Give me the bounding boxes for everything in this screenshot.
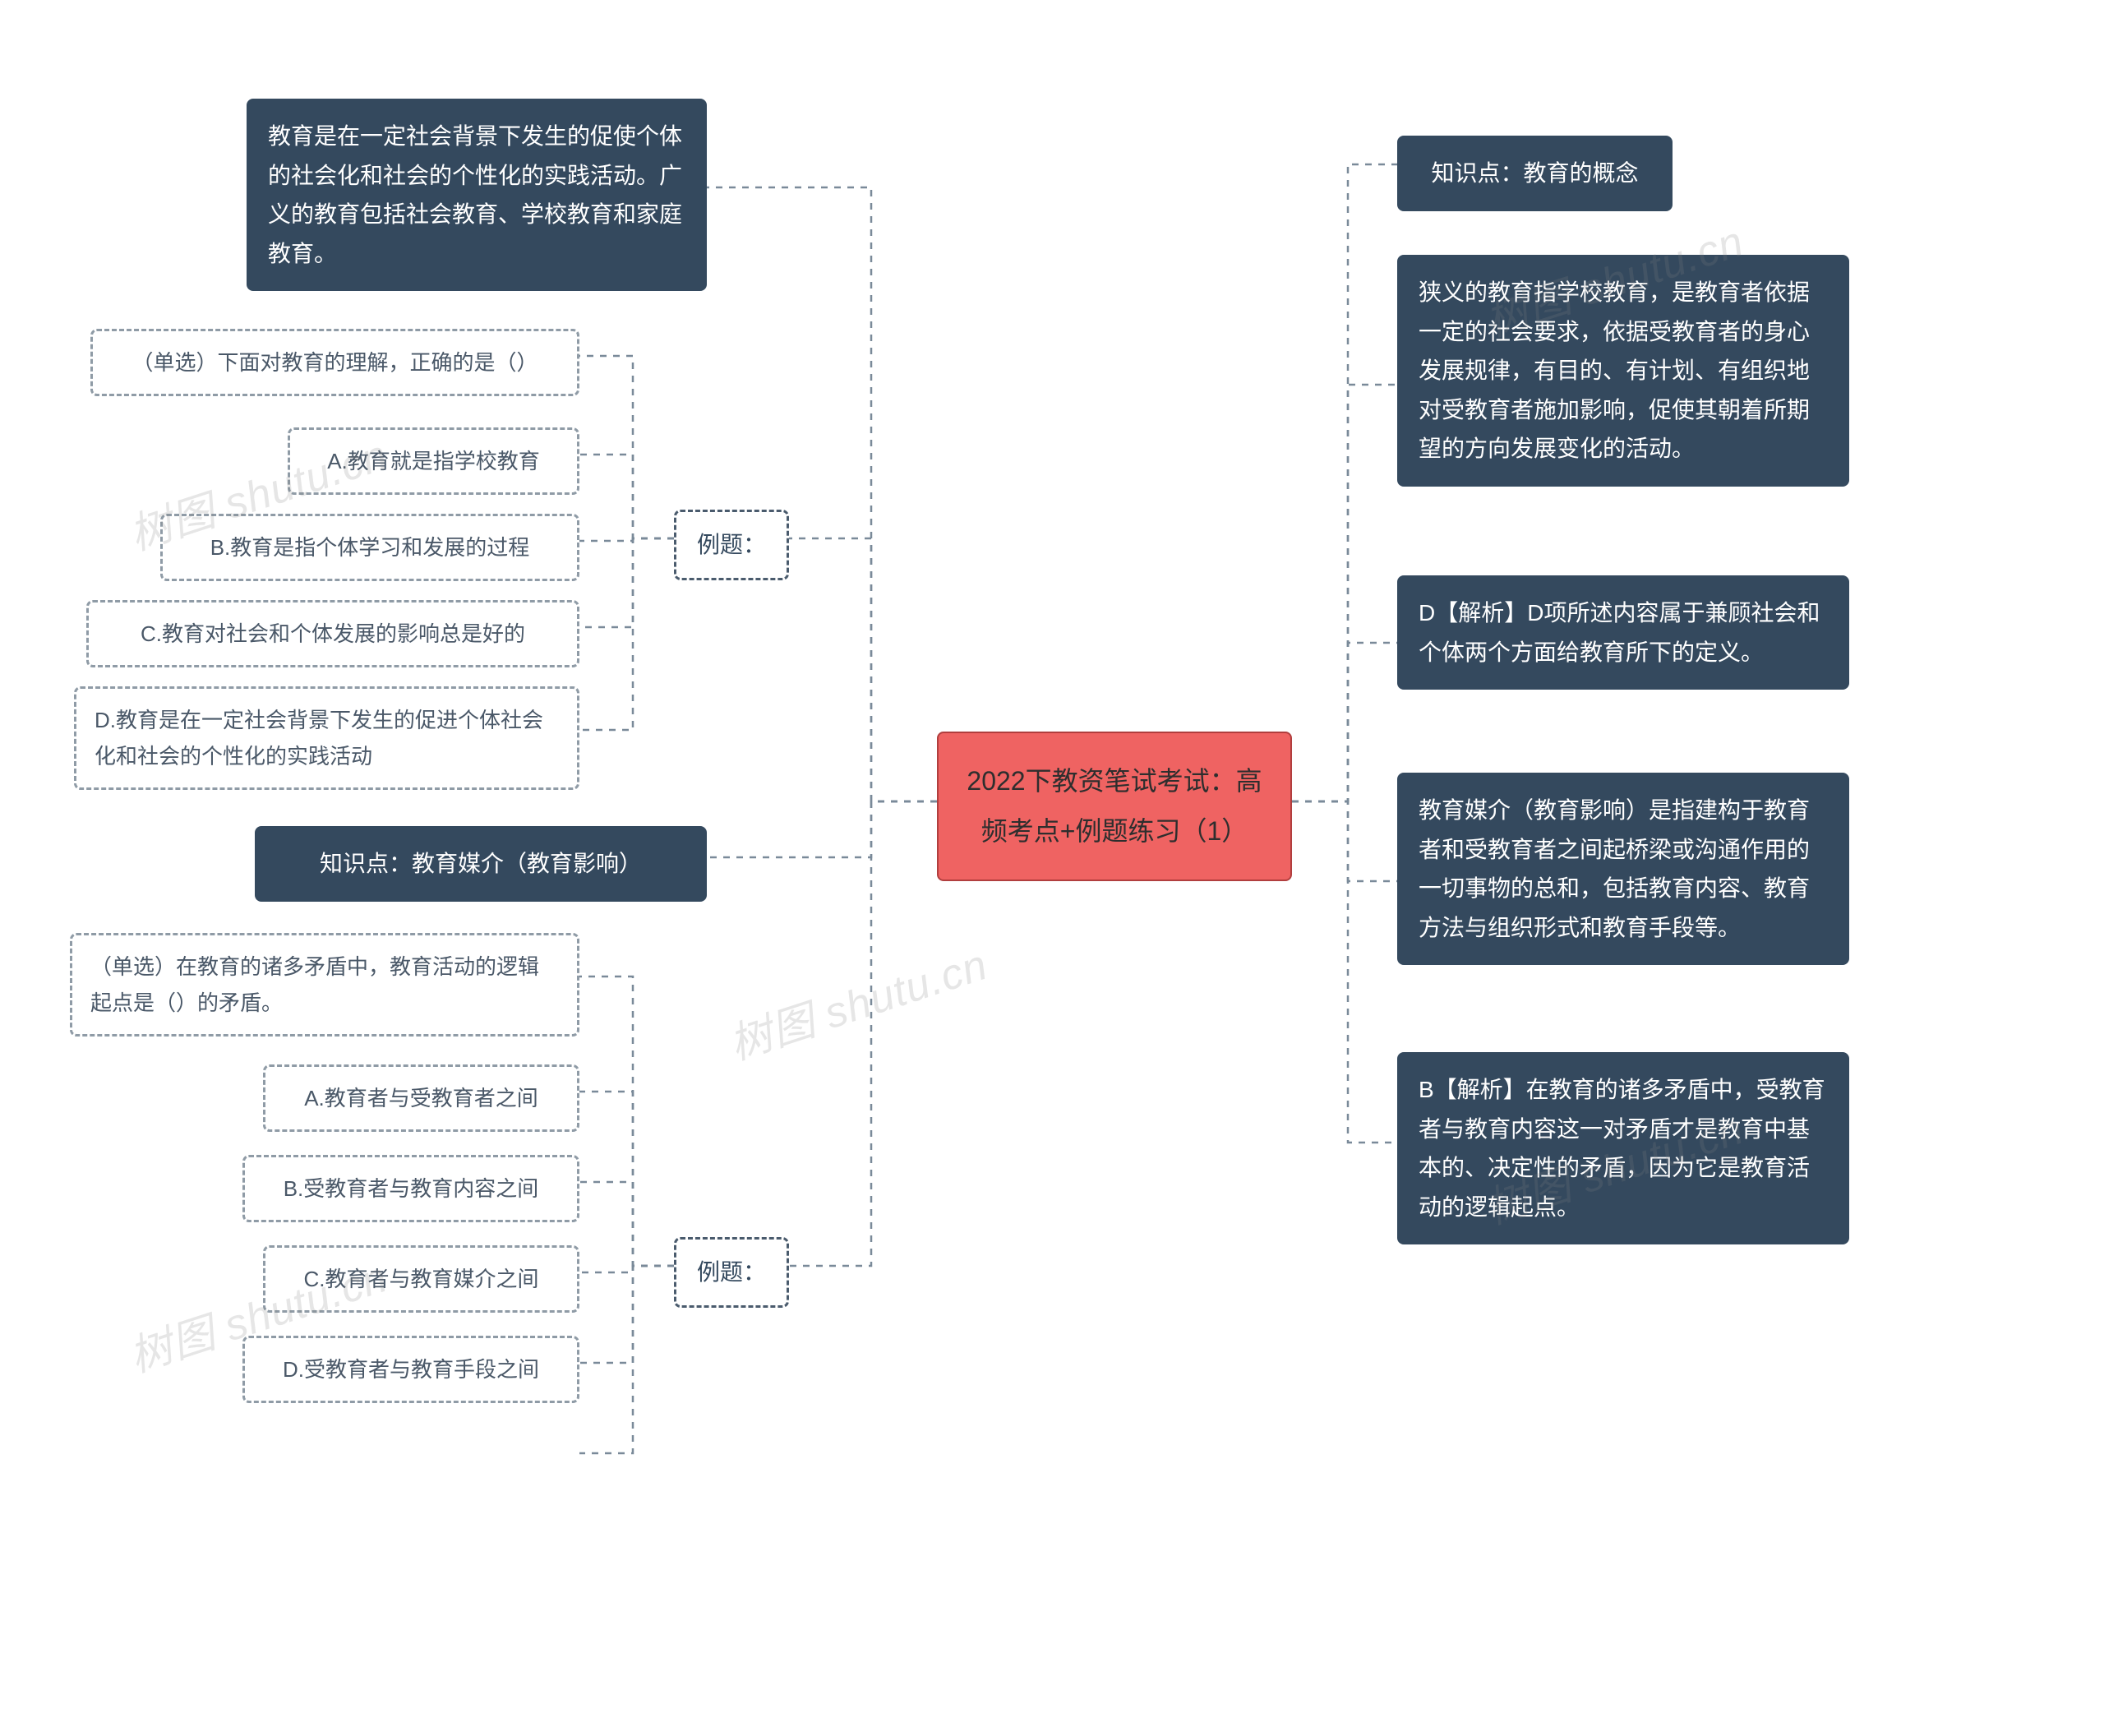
- q2-option-c[interactable]: C.教育者与教育媒介之间: [263, 1245, 579, 1313]
- text: C.教育对社会和个体发展的影响总是好的: [141, 616, 525, 652]
- example-label-2[interactable]: 例题：: [674, 1237, 789, 1308]
- q2-option-a[interactable]: A.教育者与受教育者之间: [263, 1064, 579, 1132]
- text: B.受教育者与教育内容之间: [284, 1170, 539, 1207]
- right-concept-title[interactable]: 知识点：教育的概念: [1397, 136, 1673, 211]
- text: D.教育是在一定社会背景下发生的促进个体社会化和社会的个性化的实践活动: [95, 702, 559, 774]
- text: （单选）下面对教育的理解，正确的是（）: [132, 344, 538, 381]
- text: 知识点：教育的概念: [1431, 154, 1638, 193]
- text: B【解析】在教育的诸多矛盾中，受教育者与教育内容这一对矛盾才是教育中基本的、决定…: [1419, 1070, 1828, 1226]
- q2-option-d[interactable]: D.受教育者与教育手段之间: [242, 1336, 579, 1403]
- q1-option-c[interactable]: C.教育对社会和个体发展的影响总是好的: [86, 600, 579, 667]
- text: 例题：: [697, 1253, 766, 1292]
- right-concept-narrow[interactable]: 狭义的教育指学校教育，是教育者依据一定的社会要求，依据受教育者的身心发展规律，有…: [1397, 255, 1849, 487]
- q1-option-d[interactable]: D.教育是在一定社会背景下发生的促进个体社会化和社会的个性化的实践活动: [74, 686, 579, 790]
- q1-option-a[interactable]: A.教育就是指学校教育: [288, 427, 579, 495]
- text: A.教育就是指学校教育: [327, 443, 540, 479]
- text: C.教育者与教育媒介之间: [303, 1261, 538, 1297]
- right-media-def[interactable]: 教育媒介（教育影响）是指建构于教育者和受教育者之间起桥梁或沟通作用的一切事物的总…: [1397, 773, 1849, 965]
- q2-stem[interactable]: （单选）在教育的诸多矛盾中，教育活动的逻辑起点是（）的矛盾。: [70, 933, 579, 1037]
- watermark: 树图 shutu.cn: [720, 930, 994, 1071]
- left-broad-def[interactable]: 教育是在一定社会背景下发生的促使个体的社会化和社会的个性化的实践活动。广义的教育…: [247, 99, 707, 291]
- text: D.受教育者与教育手段之间: [283, 1351, 539, 1387]
- left-media-title[interactable]: 知识点：教育媒介（教育影响）: [255, 826, 707, 902]
- right-answer-d[interactable]: D【解析】D项所述内容属于兼顾社会和个体两个方面给教育所下的定义。: [1397, 575, 1849, 690]
- center-node[interactable]: 2022下教资笔试考试：高频考点+例题练习（1）: [937, 732, 1292, 881]
- center-title: 2022下教资笔试考试：高频考点+例题练习（1）: [963, 756, 1266, 856]
- text: （单选）在教育的诸多矛盾中，教育活动的逻辑起点是（）的矛盾。: [90, 949, 559, 1021]
- example-label-1[interactable]: 例题：: [674, 510, 789, 580]
- q1-stem[interactable]: （单选）下面对教育的理解，正确的是（）: [90, 329, 579, 396]
- text: 教育是在一定社会背景下发生的促使个体的社会化和社会的个性化的实践活动。广义的教育…: [268, 117, 685, 273]
- text: 狭义的教育指学校教育，是教育者依据一定的社会要求，依据受教育者的身心发展规律，有…: [1419, 273, 1828, 469]
- text: B.教育是指个体学习和发展的过程: [210, 529, 530, 566]
- q1-option-b[interactable]: B.教育是指个体学习和发展的过程: [160, 514, 579, 581]
- text: A.教育者与受教育者之间: [304, 1080, 538, 1116]
- text: D【解析】D项所述内容属于兼顾社会和个体两个方面给教育所下的定义。: [1419, 593, 1828, 672]
- q2-option-b[interactable]: B.受教育者与教育内容之间: [242, 1155, 579, 1222]
- text: 例题：: [697, 525, 766, 565]
- right-answer-b[interactable]: B【解析】在教育的诸多矛盾中，受教育者与教育内容这一对矛盾才是教育中基本的、决定…: [1397, 1052, 1849, 1244]
- text: 教育媒介（教育影响）是指建构于教育者和受教育者之间起桥梁或沟通作用的一切事物的总…: [1419, 791, 1828, 947]
- text: 知识点：教育媒介（教育影响）: [320, 844, 642, 884]
